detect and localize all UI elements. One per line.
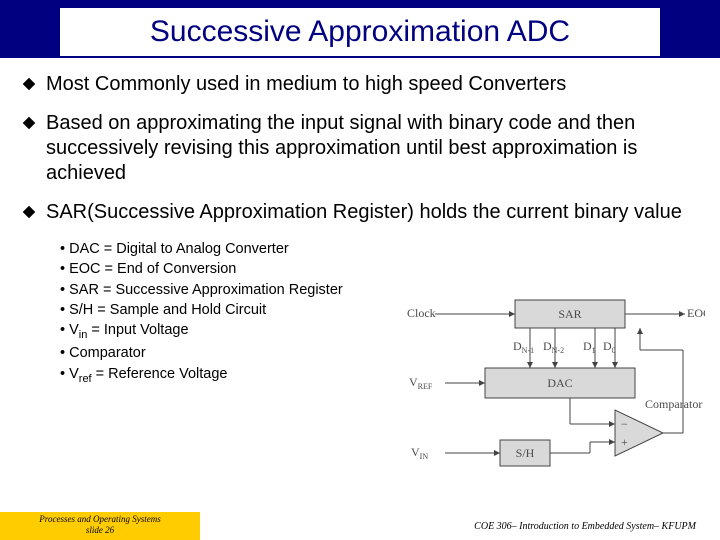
bullet-diamond-icon <box>22 205 36 219</box>
legend-item: • EOC = End of Conversion <box>60 259 698 279</box>
diagram-label-minus: − <box>621 417 628 431</box>
legend-text: • V <box>60 322 79 338</box>
diagram-label-d: D <box>583 339 592 353</box>
diagram-label-d: D <box>603 339 612 353</box>
diagram-label-plus: + <box>621 435 628 449</box>
diagram-label-vin: V <box>411 445 420 459</box>
legend-item: • DAC = Digital to Analog Converter <box>60 239 698 259</box>
bullet-diamond-icon <box>22 116 36 130</box>
diagram-label-clock: Clock <box>407 306 436 320</box>
svg-text:DN-2: DN-2 <box>543 339 564 355</box>
svg-text:D1: D1 <box>583 339 596 355</box>
slide-title: Successive Approximation ADC <box>150 15 570 49</box>
svg-text:D0: D0 <box>603 339 616 355</box>
svg-text:VIN: VIN <box>411 445 428 461</box>
diagram-label-eoc: EOC <box>687 306 705 320</box>
bullet-item: Most Commonly used in medium to high spe… <box>22 72 698 97</box>
diagram-label-dsub: 0 <box>612 346 616 355</box>
bullet-item: Based on approximating the input signal … <box>22 111 698 186</box>
legend-text: = Reference Voltage <box>92 366 228 382</box>
bullet-text: Based on approximating the input signal … <box>46 111 698 186</box>
sar-adc-diagram: SAR Clock EOC DN-1 DN-2 D1 D0 DAC VREF S… <box>405 290 705 480</box>
diagram-label-d: D <box>543 339 552 353</box>
footer-left-line2: slide 26 <box>86 525 114 535</box>
title-box: Successive Approximation ADC <box>60 8 660 56</box>
footer-left: Processes and Operating Systems slide 26 <box>0 512 200 540</box>
bullet-diamond-icon <box>22 77 36 91</box>
bullet-item: SAR(Successive Approximation Register) h… <box>22 200 698 225</box>
diagram-label-sar: SAR <box>558 307 581 321</box>
diagram-label-comparator: Comparator <box>645 397 702 411</box>
slide-footer: Processes and Operating Systems slide 26… <box>0 512 720 540</box>
diagram-label-dac: DAC <box>547 376 572 390</box>
svg-text:VREF: VREF <box>409 375 433 391</box>
bullet-text: Most Commonly used in medium to high spe… <box>46 72 566 97</box>
diagram-label-vin-sub: IN <box>420 452 429 461</box>
legend-text: • V <box>60 366 79 382</box>
diagram-label-vref-sub: REF <box>418 382 433 391</box>
svg-text:DN-1: DN-1 <box>513 339 534 355</box>
legend-text: = Input Voltage <box>87 322 188 338</box>
diagram-label-dsub: N-1 <box>522 346 534 355</box>
legend-subscript: ref <box>79 373 92 385</box>
footer-right: COE 306– Introduction to Embedded System… <box>474 521 696 532</box>
footer-left-line1: Processes and Operating Systems <box>39 514 160 524</box>
bullet-text: SAR(Successive Approximation Register) h… <box>46 200 682 225</box>
diagram-label-dsub: 1 <box>592 346 596 355</box>
diagram-label-sh: S/H <box>516 446 535 460</box>
title-bar: Successive Approximation ADC <box>0 0 720 58</box>
diagram-label-dsub: N-2 <box>552 346 564 355</box>
diagram-label-d: D <box>513 339 522 353</box>
diagram-label-vref: V <box>409 375 418 389</box>
